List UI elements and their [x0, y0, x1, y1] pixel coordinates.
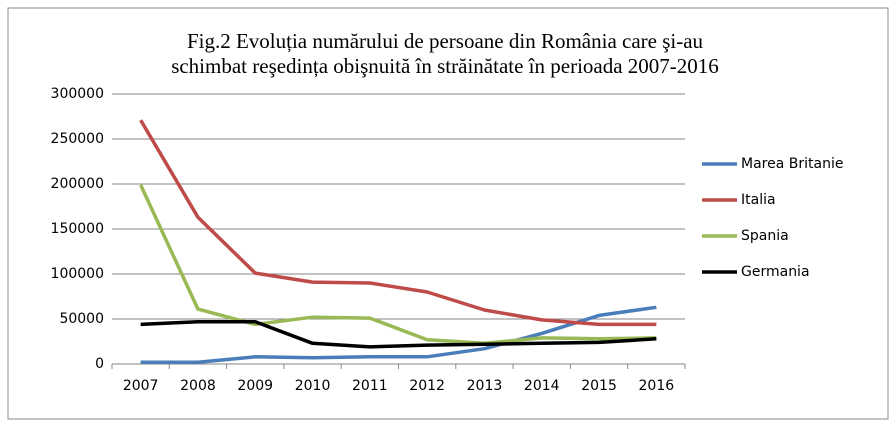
y-tick-label: 250000: [51, 131, 104, 147]
series-line: [140, 319, 657, 349]
x-tick-label: 2008: [180, 378, 216, 394]
legend-label: Germania: [741, 264, 810, 280]
legend-label: Italia: [741, 192, 776, 208]
series-line: [139, 184, 657, 346]
x-tick-label: 2012: [409, 378, 445, 394]
chart-title: Fig.2 Evoluția numărului de persoane din…: [187, 29, 704, 53]
x-tick-label: 2014: [524, 378, 560, 394]
series-line: [140, 305, 657, 364]
series-line: [139, 119, 657, 327]
y-tick-label: 200000: [51, 176, 104, 192]
chart-title: schimbat reşedința obişnuită în străinăt…: [171, 54, 719, 78]
legend-label: Spania: [741, 228, 789, 244]
y-tick-label: 50000: [59, 311, 104, 327]
y-tick-label: 100000: [51, 266, 104, 282]
y-tick-label: 300000: [51, 86, 104, 102]
x-tick-label: 2016: [639, 378, 675, 394]
x-tick-label: 2013: [467, 378, 503, 394]
y-tick-label: 0: [95, 356, 104, 372]
x-tick-label: 2015: [581, 378, 617, 394]
y-tick-label: 150000: [51, 221, 104, 237]
x-tick-label: 2010: [295, 378, 331, 394]
legend-label: Marea Britanie: [741, 156, 843, 172]
x-tick-label: 2007: [123, 378, 159, 394]
x-tick-label: 2009: [237, 378, 273, 394]
x-tick-label: 2011: [352, 378, 388, 394]
